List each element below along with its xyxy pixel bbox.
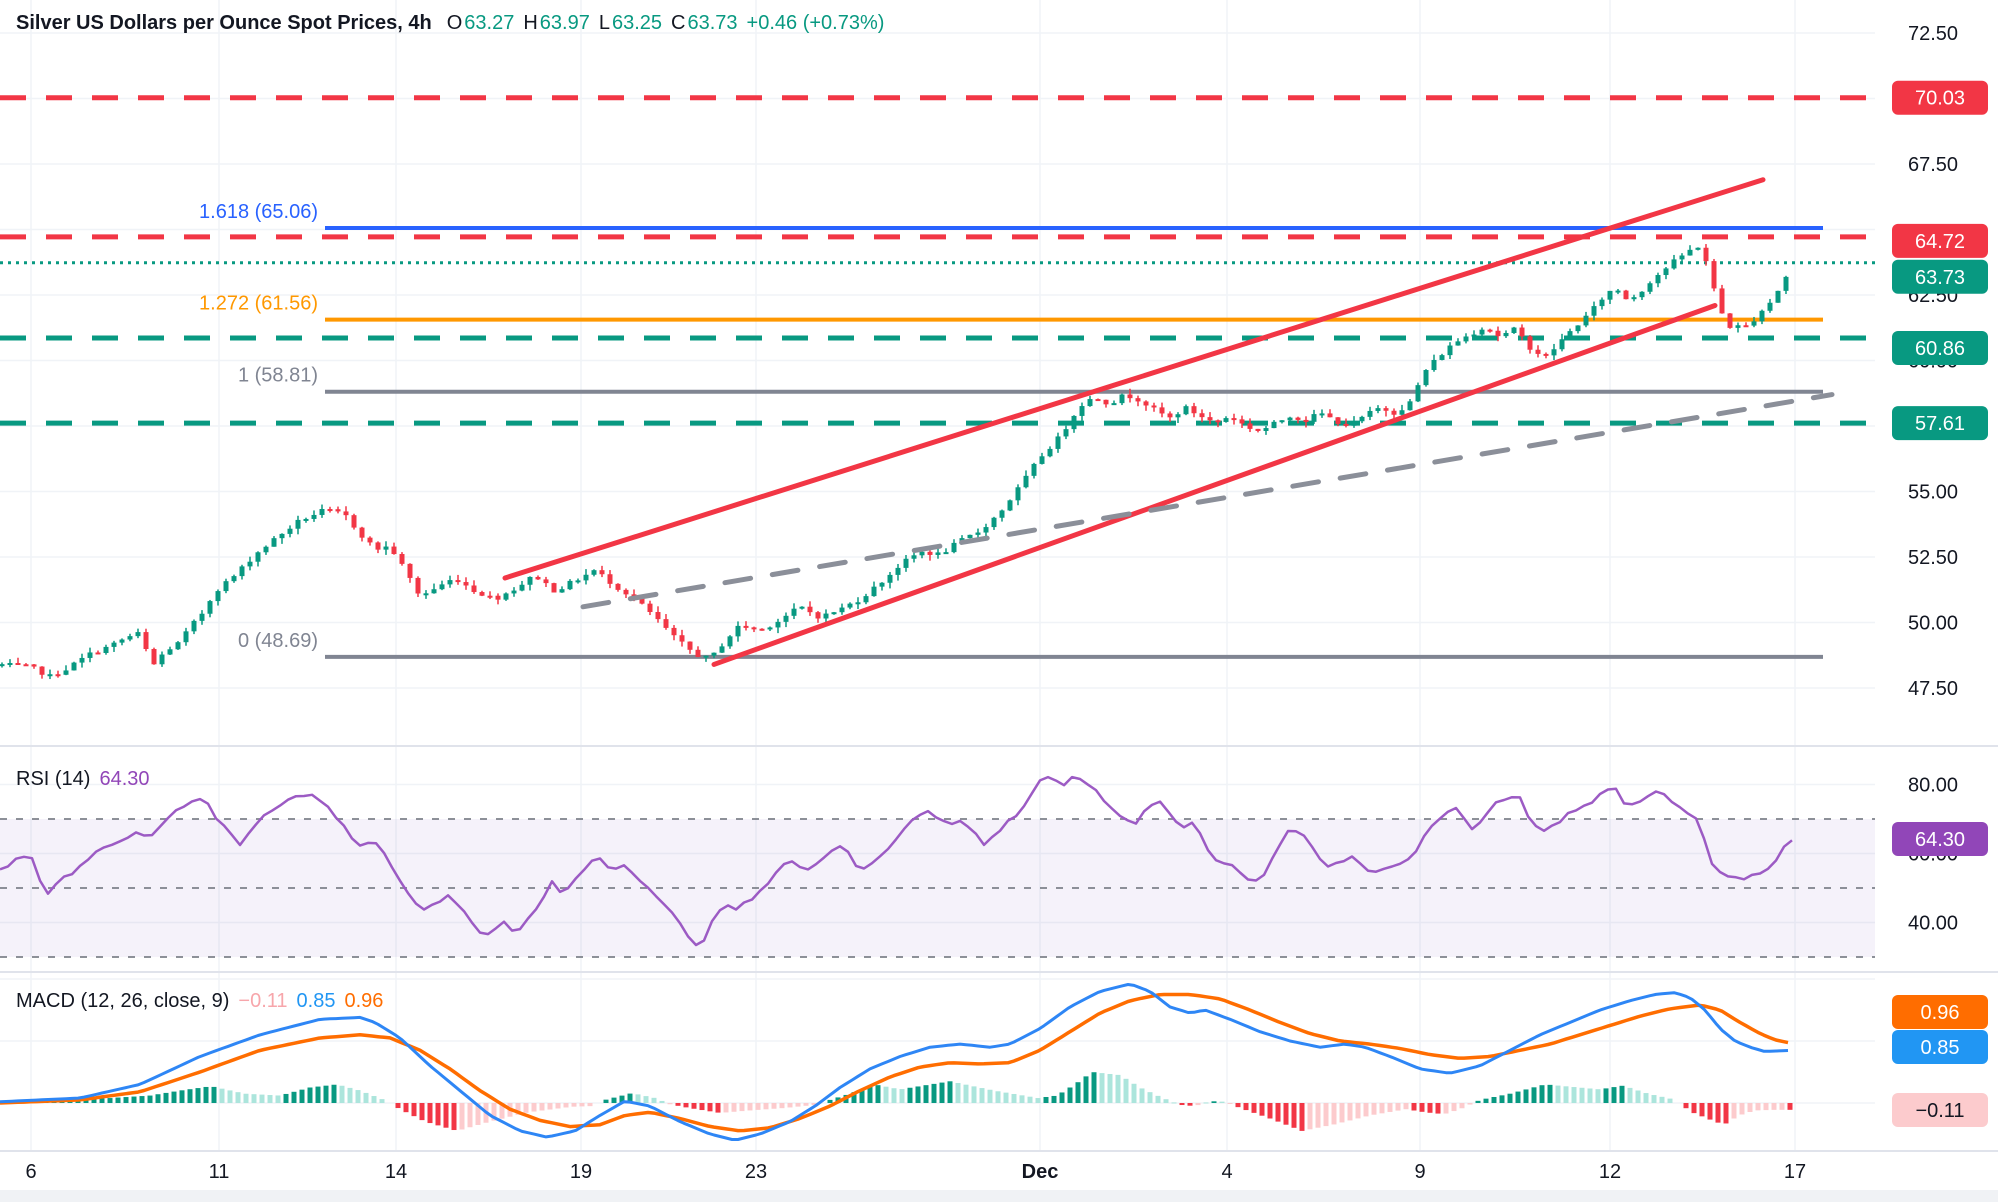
svg-text:0.85: 0.85 — [1921, 1037, 1960, 1059]
macd-plot[interactable] — [0, 983, 1793, 1141]
time-label: 23 — [745, 1161, 767, 1183]
price-badge — [1892, 259, 1988, 294]
price-badge — [1892, 80, 1988, 115]
fib-label: 1 (58.81) — [238, 365, 318, 387]
fib-levels — [325, 225, 1823, 659]
time-label: 12 — [1599, 1161, 1621, 1183]
price-badge — [1892, 1093, 1988, 1127]
rsi-plot[interactable] — [0, 775, 1793, 947]
svg-text:0.96: 0.96 — [1921, 1002, 1960, 1024]
macd-indicator-name: MACD (12, 26, close, 9) — [16, 990, 230, 1012]
price-badge — [1892, 822, 1988, 856]
price-badge — [1892, 995, 1988, 1029]
price-pane-legend: Silver US Dollars per Ounce Spot Prices,… — [16, 12, 884, 35]
ohlc-low: L 63.25 — [598, 12, 663, 34]
axis-tick: 52.50 — [1908, 547, 1958, 569]
svg-text:57.61: 57.61 — [1915, 413, 1965, 435]
fib-labels: 1.618 (65.06) 1.272 (61.56) 1 (58.81) 0 (48… — [199, 201, 318, 652]
macd-line-value: 0.85 — [296, 990, 336, 1012]
rsi-indicator-name: RSI (14) — [16, 768, 91, 790]
fib-label: 1.272 (61.56) — [199, 293, 318, 315]
time-scale[interactable]: 6 11 14 19 23 Dec 4 9 12 17 — [25, 1161, 1806, 1183]
time-label: 11 — [209, 1161, 230, 1183]
axis-tick: 50.00 — [1908, 613, 1958, 635]
time-label: 19 — [570, 1161, 592, 1183]
ohlc-open: O 63.27 — [446, 12, 515, 34]
channel-lower — [711, 302, 1718, 667]
candlestick-series[interactable] — [0, 244, 1789, 680]
pane-separators — [0, 745, 1998, 1202]
axis-tick: 67.50 — [1908, 154, 1958, 176]
time-label: 6 — [25, 1161, 36, 1183]
price-levels — [0, 95, 1875, 426]
price-badge — [1892, 406, 1988, 441]
ohlc-high: H 63.97 — [523, 12, 590, 34]
price-scale[interactable]: 72.5067.5062.5060.0055.0052.5050.0047.50… — [1892, 23, 1988, 1127]
svg-text:64.72: 64.72 — [1915, 231, 1965, 253]
svg-text:64.30: 64.30 — [1915, 829, 1965, 851]
axis-tick: 55.00 — [1908, 482, 1958, 504]
fib-label: 0 (48.69) — [238, 630, 318, 652]
time-label: 14 — [385, 1161, 407, 1183]
svg-text:63.73: 63.73 — [1915, 267, 1965, 289]
price-badge — [1892, 330, 1988, 365]
macd-pane-legend: MACD (12, 26, close, 9) −0.11 0.85 0.96 — [16, 990, 383, 1013]
svg-text:−0.11: −0.11 — [1915, 1100, 1964, 1122]
channel-upper — [502, 177, 1766, 581]
time-label: 9 — [1414, 1161, 1425, 1183]
time-label: 4 — [1221, 1161, 1232, 1183]
axis-tick: 47.50 — [1908, 678, 1958, 700]
price-badge — [1892, 1030, 1988, 1064]
rsi-value: 64.30 — [99, 768, 150, 790]
ohlc-close: C 63.73 — [671, 12, 738, 34]
trendlines — [502, 177, 1835, 667]
svg-text:60.86: 60.86 — [1915, 338, 1965, 360]
macd-hist-value: −0.11 — [238, 990, 288, 1012]
svg-text:70.03: 70.03 — [1915, 88, 1965, 110]
support-trend — [580, 392, 1835, 610]
price-change: +0.46 (+0.73%) — [746, 12, 885, 34]
price-badge — [1892, 223, 1988, 258]
rsi-band — [0, 818, 1875, 958]
axis-tick: 80.00 — [1908, 775, 1958, 797]
time-label: Dec — [1022, 1161, 1059, 1183]
axis-tick: 40.00 — [1908, 913, 1958, 935]
symbol-title: Silver US Dollars per Ounce Spot Prices,… — [16, 12, 432, 34]
rsi-pane-legend: RSI (14) 64.30 — [16, 768, 150, 791]
fib-label: 1.618 (65.06) — [199, 201, 318, 223]
time-label: 17 — [1784, 1161, 1806, 1183]
macd-signal-value: 0.96 — [344, 990, 384, 1012]
grid-lines — [0, 0, 1875, 1150]
axis-tick: 72.50 — [1908, 23, 1958, 45]
